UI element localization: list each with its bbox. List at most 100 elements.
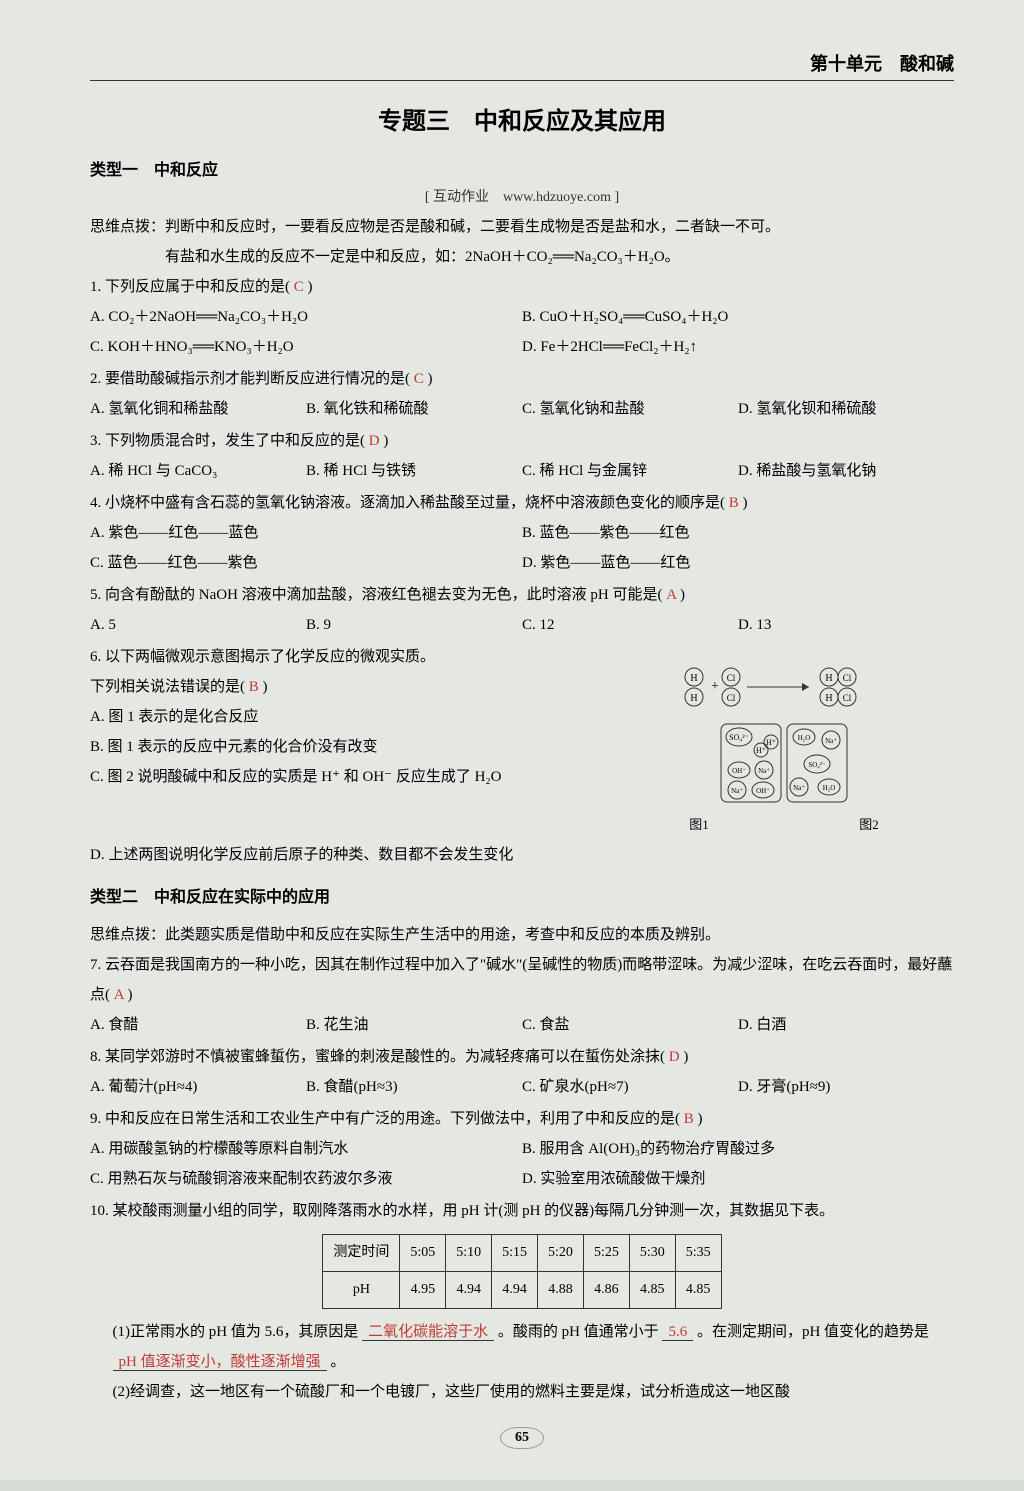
svg-text:H₂O: H₂O [798,734,811,742]
table-time-0: 5:05 [400,1235,446,1272]
q1-close: ) [308,279,313,295]
q9-close: ) [698,1111,703,1127]
q4-b: B. 蓝色——紫色——红色 [522,518,954,548]
svg-text:H⁺: H⁺ [756,746,766,755]
q1-ans: C [294,279,304,295]
q4-d: D. 紫色——蓝色——红色 [522,548,954,578]
q2-close: ) [428,371,433,387]
q9-d: D. 实验室用浓硫酸做干燥剂 [522,1164,954,1194]
q10: 10. 某校酸雨测量小组的同学，取刚降落雨水的水样，用 pH 计(测 pH 的仪… [90,1196,954,1407]
q10-1-ans3: pH 值逐渐变小，酸性逐渐增强 [113,1354,327,1371]
q4: 4. 小烧杯中盛有含石蕊的氢氧化钠溶液。逐滴加入稀盐酸至过量，烧杯中溶液颜色变化… [90,488,954,578]
watermark: [ 互动作业 www.hdzuoye.com ] [90,182,954,212]
svg-text:SO₄²⁻: SO₄²⁻ [808,761,825,769]
table-ph-6: 4.85 [675,1272,721,1309]
q4-a: A. 紫色——红色——蓝色 [90,518,522,548]
table-ph-5: 4.85 [629,1272,675,1309]
q10-1-ans1: 二氧化碳能溶于水 [362,1324,494,1341]
svg-text:OH⁻: OH⁻ [732,767,746,775]
q10-1a: (1)正常雨水的 pH 值为 5.6，其原因是 [113,1324,359,1340]
q5-d: D. 13 [738,610,954,640]
table-ph-1: 4.94 [446,1272,492,1309]
q6: 6. 以下两幅微观示意图揭示了化学反应的微观实质。 下列相关说法错误的是( B … [90,642,954,838]
svg-text:H: H [825,673,832,684]
q5-stem: 5. 向含有酚酞的 NaOH 溶液中滴加盐酸，溶液红色褪去变为无色，此时溶液 p… [90,587,663,603]
q3-ans: D [369,433,380,449]
table-time-1: 5:10 [446,1235,492,1272]
table-ph-2: 4.94 [492,1272,538,1309]
q9-c: C. 用熟石灰与硫酸铜溶液来配制农药波尔多液 [90,1164,522,1194]
q6-d: D. 上述两图说明化学反应前后原子的种类、数目都不会发生变化 [90,840,954,870]
q7-close: ) [128,987,133,1003]
q9-stem: 9. 中和反应在日常生活和工农业生产中有广泛的用途。下列做法中，利用了中和反应的… [90,1111,680,1127]
q3: 3. 下列物质混合时，发生了中和反应的是( D ) A. 稀 HCl 与 CaC… [90,426,954,486]
fig2-svg: SO₄²⁻ H⁺ H⁺ OH⁻ Na⁺ Na⁺ OH⁻ H₂O Na⁺ SO₄²… [719,722,849,812]
q5-b: B. 9 [306,610,522,640]
q8-ans: D [669,1049,680,1065]
type1-heading: 类型一 中和反应 [90,156,954,180]
q8-d: D. 牙膏(pH≈9) [738,1072,954,1102]
q8: 8. 某同学郊游时不慎被蜜蜂蜇伤，蜜蜂的刺液是酸性的。为减轻疼痛可以在蜇伤处涂抹… [90,1042,954,1102]
svg-text:Na⁺: Na⁺ [825,737,837,745]
q7-d: D. 白酒 [738,1010,954,1040]
unit-header: 第十单元 酸和碱 [90,50,954,81]
q5: 5. 向含有酚酞的 NaOH 溶液中滴加盐酸，溶液红色褪去变为无色，此时溶液 p… [90,580,954,640]
q7-a: A. 食醋 [90,1010,306,1040]
q10-stem: 10. 某校酸雨测量小组的同学，取刚降落雨水的水样，用 pH 计(测 pH 的仪… [90,1196,954,1226]
q3-d: D. 稀盐酸与氢氧化钠 [738,456,954,486]
q4-c: C. 蓝色——红色——紫色 [90,548,522,578]
q10-1-ans2: 5.6 [662,1324,693,1341]
q2-a: A. 氢氧化铜和稀盐酸 [90,394,306,424]
q5-c: C. 12 [522,610,738,640]
table-ph-0: 4.95 [400,1272,446,1309]
q5-ans: A [666,587,676,603]
q9-b: B. 服用含 Al(OH)₃的药物治疗胃酸过多 [522,1134,954,1164]
q1-d: D. Fe＋2HCl══FeCl₂＋H₂↑ [522,332,954,362]
type2-tip: 思维点拨：此类题实质是借助中和反应在实际生产生活中的用途，考查中和反应的本质及辨… [90,920,954,950]
table-header-ph: pH [323,1272,400,1309]
q1-c: C. KOH＋HNO₃══KNO₃＋H₂O [90,332,522,362]
table-time-3: 5:20 [538,1235,584,1272]
q1-b: B. CuO＋H₂SO₄══CuSO₄＋H₂O [522,302,954,332]
svg-text:Na⁺: Na⁺ [731,787,743,795]
table-time-5: 5:30 [629,1235,675,1272]
q2-ans: C [414,371,424,387]
tip1: 思维点拨：判断中和反应时，一要看反应物是否是酸和碱，二要看生成物是否是盐和水，二… [90,212,954,242]
q2-c: C. 氢氧化钠和盐酸 [522,394,738,424]
q1-stem: 1. 下列反应属于中和反应的是( [90,279,290,295]
q1-a: A. CO₂＋2NaOH══Na₂CO₃＋H₂O [90,302,522,332]
q2-b: B. 氧化铁和稀硫酸 [306,394,522,424]
q9: 9. 中和反应在日常生活和工农业生产中有广泛的用途。下列做法中，利用了中和反应的… [90,1104,954,1194]
svg-text:Na⁺: Na⁺ [793,784,805,792]
svg-text:Cl: Cl [727,693,736,703]
q6-b: B. 图 1 表示的反应中元素的化合价没有改变 [90,732,614,762]
svg-text:OH⁻: OH⁻ [756,787,770,795]
svg-text:Cl: Cl [843,693,852,703]
q6-stem2: 下列相关说法错误的是( [90,679,245,695]
q7-ans: A [114,987,124,1003]
fig1-label: 图1 [689,812,709,838]
q8-stem: 8. 某同学郊游时不慎被蜜蜂蜇伤，蜜蜂的刺液是酸性的。为减轻疼痛可以在蜇伤处涂抹… [90,1049,665,1065]
table-time-2: 5:15 [492,1235,538,1272]
type2-heading: 类型二 中和反应在实际中的应用 [90,882,954,914]
q7: 7. 云吞面是我国南方的一种小吃，因其在制作过程中加入了"碱水"(呈碱性的物质)… [90,950,954,1040]
table-ph-4: 4.86 [583,1272,629,1309]
q10-1d: 。 [330,1354,345,1370]
q10-1b: 。酸雨的 pH 值通常小于 [498,1324,659,1340]
q7-stem: 7. 云吞面是我国南方的一种小吃，因其在制作过程中加入了"碱水"(呈碱性的物质)… [90,957,952,1003]
svg-text:H⁺: H⁺ [766,738,776,747]
svg-text:H₂O: H₂O [823,784,836,792]
page-title: 专题三 中和反应及其应用 [90,101,954,136]
q8-a: A. 葡萄汁(pH≈4) [90,1072,306,1102]
q10-2: (2)经调查，这一地区有一个硫酸厂和一个电镀厂，这些厂使用的燃料主要是煤，试分析… [90,1377,954,1407]
svg-text:H: H [825,693,832,704]
table-time-4: 5:25 [583,1235,629,1272]
tip2: 有盐和水生成的反应不一定是中和反应，如：2NaOH＋CO₂══Na₂CO₃＋H₂… [90,242,954,272]
svg-text:+: + [711,679,719,694]
svg-text:H: H [690,673,697,684]
q7-c: C. 食盐 [522,1010,738,1040]
q3-close: ) [383,433,388,449]
q3-stem: 3. 下列物质混合时，发生了中和反应的是( [90,433,365,449]
q6-close: ) [263,679,268,695]
q2: 2. 要借助酸碱指示剂才能判断反应进行情况的是( C ) A. 氢氧化铜和稀盐酸… [90,364,954,424]
